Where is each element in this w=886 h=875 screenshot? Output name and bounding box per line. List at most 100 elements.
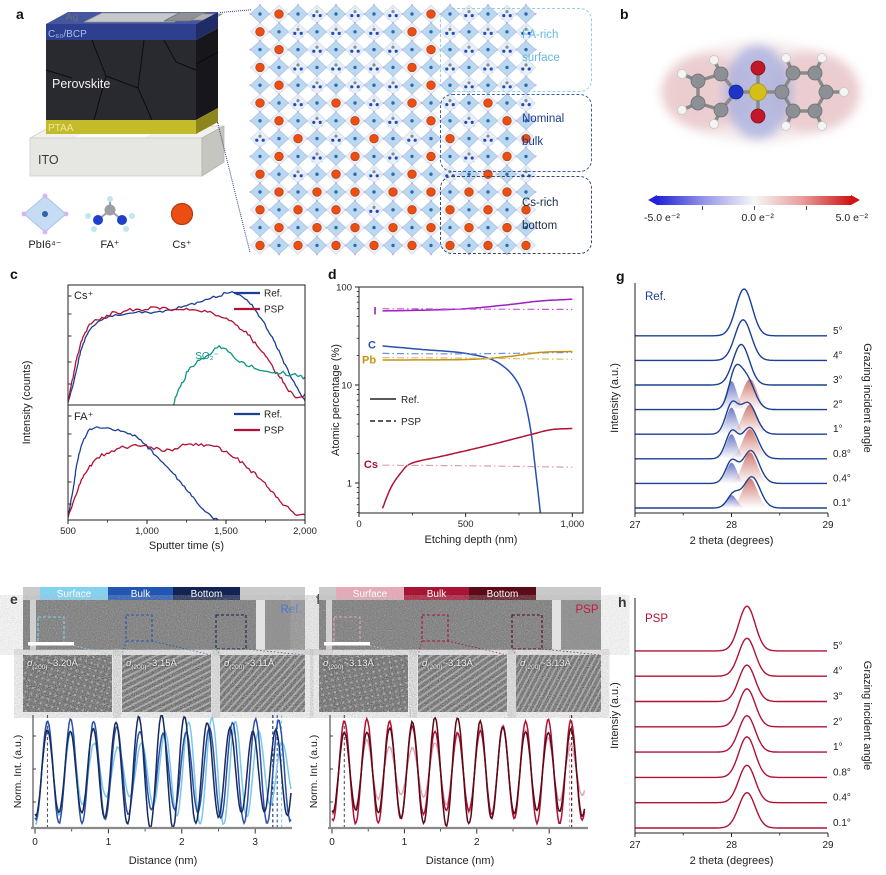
fa-n-atom (464, 85, 468, 89)
fa-n-atom (483, 31, 487, 35)
fa-h-atom (500, 48, 503, 51)
fa-h-atom (396, 18, 399, 20)
fa-n-atom (451, 103, 455, 107)
profile-bottom (331, 716, 586, 828)
fa-h-atom (348, 84, 351, 87)
iodide-dot (505, 164, 509, 167)
fa-h-atom (481, 31, 484, 33)
fa-h-atom (367, 173, 370, 176)
iodide-dot (363, 155, 366, 158)
iodide-dot (401, 155, 404, 158)
fa-h-atom (301, 107, 304, 109)
iodide-dot (515, 84, 518, 87)
y-axis-label: Atomic percentage (%) (330, 344, 342, 456)
c-atom-icon (713, 66, 729, 82)
angle-label: 0.4° (833, 793, 851, 804)
fa-h-atom (301, 35, 304, 38)
intensity-profile-psp: 0 1 2 3 Distance (nm) Norm. Int. (a.u.) (308, 715, 588, 867)
cs-cation (407, 62, 417, 73)
cs-cation (426, 222, 436, 233)
iodide-dot (277, 253, 281, 256)
bright-band-left (326, 600, 332, 650)
iodide-dot (486, 217, 490, 220)
iodide-dot (353, 21, 357, 24)
right-axis-label: Grazing incident angle (861, 661, 873, 770)
right-axis-label: Grazing incident angle (861, 343, 873, 452)
fa-h-atom (321, 84, 324, 87)
fa-h-atom (481, 137, 484, 140)
zone-label-line: bulk (522, 136, 544, 148)
ito-right (201, 125, 225, 177)
iodide-dot (334, 4, 338, 7)
fa-h-atom (492, 137, 495, 140)
fa-h-atom (415, 142, 418, 145)
iodide-dot (315, 128, 319, 131)
iodide-dot (429, 164, 433, 167)
fa-h-atom (396, 53, 399, 56)
x-tick-label: 0 (356, 519, 361, 530)
leader-line (245, 648, 306, 656)
dspacing-label-f-bottom: d(200)~3.13Å (520, 658, 571, 671)
iodide-dot (458, 137, 461, 140)
fa-c-atom (353, 10, 357, 14)
inspection-box (511, 614, 543, 650)
iodide-dot (534, 119, 537, 122)
iodide-dot (334, 217, 338, 220)
pb-dot (467, 136, 471, 141)
iodide-dot (277, 21, 281, 24)
fa-n-atom (451, 31, 455, 35)
fa-h-atom (511, 13, 514, 16)
iodide-dot (505, 235, 509, 238)
xrd-trace-4° (635, 319, 827, 362)
zone-label-line: FA-rich (522, 29, 559, 41)
pb-dot (448, 47, 452, 52)
fa-h-atom (354, 43, 356, 45)
iodide-dot (448, 4, 452, 7)
iodide-dot (325, 12, 328, 16)
fa-subplot-title: FA⁺ (74, 411, 93, 423)
iodide-dot (410, 217, 414, 220)
legend-fa-label: FA⁺ (100, 239, 119, 251)
fa-h-atom (321, 48, 324, 51)
iodide-dot (448, 75, 452, 78)
pb-dot (353, 136, 357, 141)
pb-dot (391, 65, 395, 70)
iodide-dot (515, 119, 518, 122)
iodide-dot (448, 110, 452, 113)
fa-h-atom (453, 71, 456, 74)
fa-c-atom (296, 63, 300, 67)
fa-n-atom (375, 103, 379, 107)
y-axis-label: Intensity (counts) (21, 361, 33, 445)
cs-cation (464, 222, 474, 233)
iodide-dot (268, 30, 271, 33)
gixrd-ref-chart: 0.1° 0.4° 0.8° 1° 2° 3° 4° 5° 27 28 29 2 theta (deg… (609, 283, 873, 547)
bright-band-right (256, 600, 265, 650)
c60-right (196, 12, 218, 40)
colorbar-tick (702, 206, 703, 210)
fa-h-atom (468, 43, 470, 45)
pb-dot (372, 83, 376, 87)
pb-dot (315, 30, 319, 34)
fa-n-atom (337, 67, 341, 71)
pb-dot (505, 136, 509, 141)
fa-h-atom (358, 18, 361, 20)
leader-line (121, 640, 127, 656)
fa-n-atom (318, 14, 322, 18)
iodide-dot (477, 84, 480, 87)
region-segment-bottom (173, 587, 240, 600)
fa-h-atom (358, 89, 361, 92)
fa-n-atom (312, 14, 316, 18)
fa-h-atom (501, 89, 504, 92)
fa-n-atom (394, 85, 398, 89)
grain-boundaries (45, 39, 219, 121)
panel-h-label: h (618, 594, 627, 610)
angle-label: 5° (833, 326, 843, 337)
legend-label: PSP (264, 426, 284, 437)
iodide-dot (287, 226, 290, 229)
pb-dot (277, 30, 281, 34)
cs-cation (426, 116, 436, 126)
fa-h-atom (253, 137, 256, 140)
c60-label: C₆₀/BCP (48, 29, 87, 40)
iodide-dot (448, 146, 452, 149)
